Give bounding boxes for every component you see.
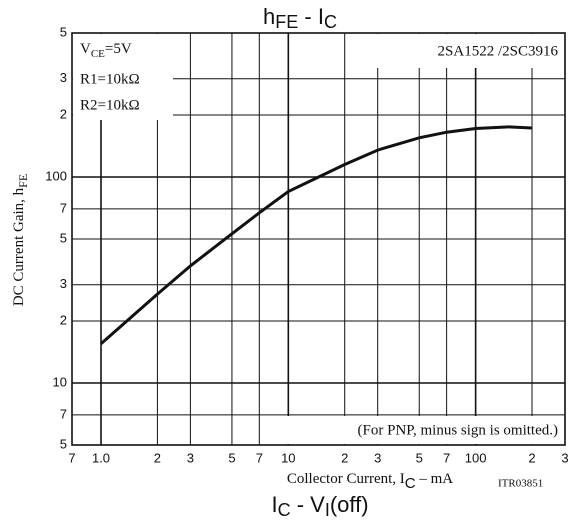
annotation-part: CE <box>91 48 105 60</box>
x-tick-label: 3 <box>187 450 194 465</box>
figure-code: ITR03851 <box>498 478 543 490</box>
x-tick-label: 3 <box>561 450 568 465</box>
annotation: (For PNP, minus sign is omitted.) <box>358 422 558 438</box>
next-chart-title: IC - VI(off) <box>271 492 368 520</box>
y-tick-label: 3 <box>60 70 67 85</box>
y-tick-label: 2 <box>60 106 67 121</box>
x-tick-label: 2 <box>341 450 348 465</box>
y-tick-label: 5 <box>60 436 67 451</box>
chart-title: hFE - IC <box>263 4 337 32</box>
x-tick-label: 5 <box>416 450 423 465</box>
y-tick-label: 7 <box>60 200 67 215</box>
annotation: VCE=5V <box>80 41 132 59</box>
x-tick-label: 5 <box>228 450 235 465</box>
y-tick-label: 3 <box>60 276 67 291</box>
x-tick-label: 2 <box>528 450 535 465</box>
x-tick-label: 7 <box>256 450 263 465</box>
y-tick-label: 7 <box>60 406 67 421</box>
y-tick-label: 100 <box>45 168 67 183</box>
x-tick-label: 2 <box>154 450 161 465</box>
x-tick-label: 10 <box>281 450 295 465</box>
annotation: R1=10kΩ <box>80 71 140 87</box>
annotation-part: =5V <box>105 41 132 57</box>
x-tick-label: 3 <box>374 450 381 465</box>
plot-frame <box>71 32 566 446</box>
annotation: 2SA1522 /2SC3916 <box>438 43 559 59</box>
curve <box>100 125 533 345</box>
annotation: R2=10kΩ <box>80 97 140 113</box>
x-axis-label: Collector Current, IC – mA <box>287 471 453 492</box>
y-tick-label: 5 <box>60 230 67 245</box>
y-tick-label: 2 <box>60 312 67 327</box>
y-axis-label: DC Current Gain, hFE <box>11 174 29 306</box>
x-tick-label: 7 <box>68 450 75 465</box>
y-tick-label: 5 <box>60 24 67 39</box>
y-tick-label: 10 <box>53 374 67 389</box>
annotation-box <box>264 416 564 444</box>
x-tick-label: 7 <box>443 450 450 465</box>
x-tick-label: 1.0 <box>92 450 110 465</box>
annotation-part: V <box>80 41 91 57</box>
x-tick-label: 100 <box>465 450 487 465</box>
annotation-box <box>372 34 564 68</box>
annotation-box <box>73 34 173 120</box>
